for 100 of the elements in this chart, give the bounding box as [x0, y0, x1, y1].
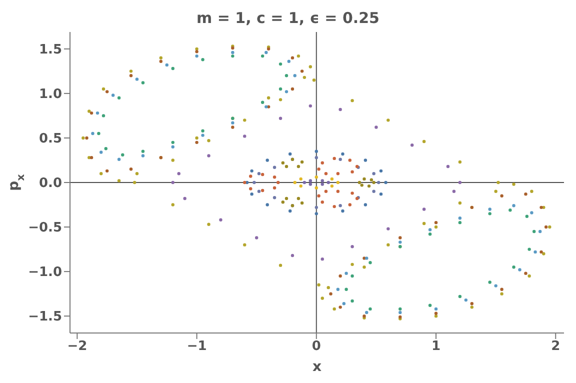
point [129, 168, 133, 171]
point [317, 194, 320, 198]
point [336, 172, 340, 176]
point [290, 87, 294, 91]
point [350, 192, 354, 195]
point [317, 283, 320, 287]
point [171, 158, 174, 162]
point [386, 118, 390, 122]
point [296, 54, 300, 58]
point [288, 152, 292, 156]
point [252, 180, 256, 184]
point [524, 192, 528, 196]
point [171, 66, 174, 70]
point [496, 180, 500, 184]
point [330, 177, 334, 181]
point [386, 227, 390, 230]
point [422, 208, 426, 211]
point [171, 180, 174, 184]
point [243, 118, 246, 122]
point [326, 286, 330, 290]
point [329, 292, 332, 296]
point [278, 87, 282, 91]
point [207, 222, 210, 226]
point [398, 236, 402, 240]
point [260, 172, 264, 176]
point [231, 54, 234, 58]
point [290, 56, 294, 60]
point [284, 196, 288, 200]
point [97, 132, 100, 136]
point [296, 196, 300, 200]
point [300, 201, 304, 205]
point [362, 266, 366, 269]
point [272, 166, 276, 169]
point [372, 190, 376, 194]
point [336, 190, 340, 194]
point [341, 209, 344, 213]
point [287, 60, 290, 63]
point [364, 203, 368, 206]
point [105, 169, 109, 173]
point [508, 208, 512, 212]
point [336, 288, 340, 291]
point [428, 304, 432, 307]
point [276, 180, 280, 184]
point [195, 136, 198, 140]
point [360, 184, 364, 187]
point [320, 161, 324, 165]
point [207, 139, 210, 142]
point [350, 98, 354, 102]
point [344, 288, 348, 291]
point [243, 243, 246, 246]
point [350, 262, 354, 266]
point [302, 76, 306, 80]
point [135, 172, 139, 176]
point [159, 56, 163, 60]
point [117, 179, 121, 182]
point [290, 254, 294, 258]
x-tick-label: −2 [67, 339, 88, 354]
point [299, 184, 302, 188]
point [336, 180, 340, 184]
point [500, 194, 504, 198]
x-tick-label: 0 [312, 339, 321, 354]
point [141, 81, 145, 84]
point [314, 186, 318, 190]
point [452, 190, 456, 194]
point [100, 172, 103, 176]
point [82, 136, 85, 140]
point [90, 156, 94, 160]
point [384, 180, 388, 184]
point [332, 156, 336, 160]
point [284, 164, 288, 168]
point [320, 296, 324, 300]
point [530, 190, 534, 194]
point [338, 306, 342, 309]
point [272, 186, 276, 190]
point [85, 136, 88, 140]
point [534, 250, 537, 254]
point [284, 74, 288, 78]
point [231, 121, 234, 124]
point [324, 190, 328, 194]
point [458, 220, 462, 224]
point [320, 182, 324, 186]
point [542, 252, 546, 256]
point [398, 307, 402, 311]
point [281, 200, 285, 204]
point [284, 90, 288, 94]
point [338, 158, 342, 161]
point [264, 105, 268, 108]
point [494, 284, 498, 288]
point [314, 206, 318, 210]
point [422, 222, 426, 226]
point [434, 220, 438, 224]
point [320, 179, 324, 182]
point [249, 187, 252, 190]
point [260, 100, 264, 104]
point [488, 212, 492, 216]
point [195, 54, 198, 58]
point [364, 158, 368, 162]
y-tick-label: −1.5 [28, 310, 62, 325]
point [512, 182, 516, 186]
point [434, 225, 438, 229]
